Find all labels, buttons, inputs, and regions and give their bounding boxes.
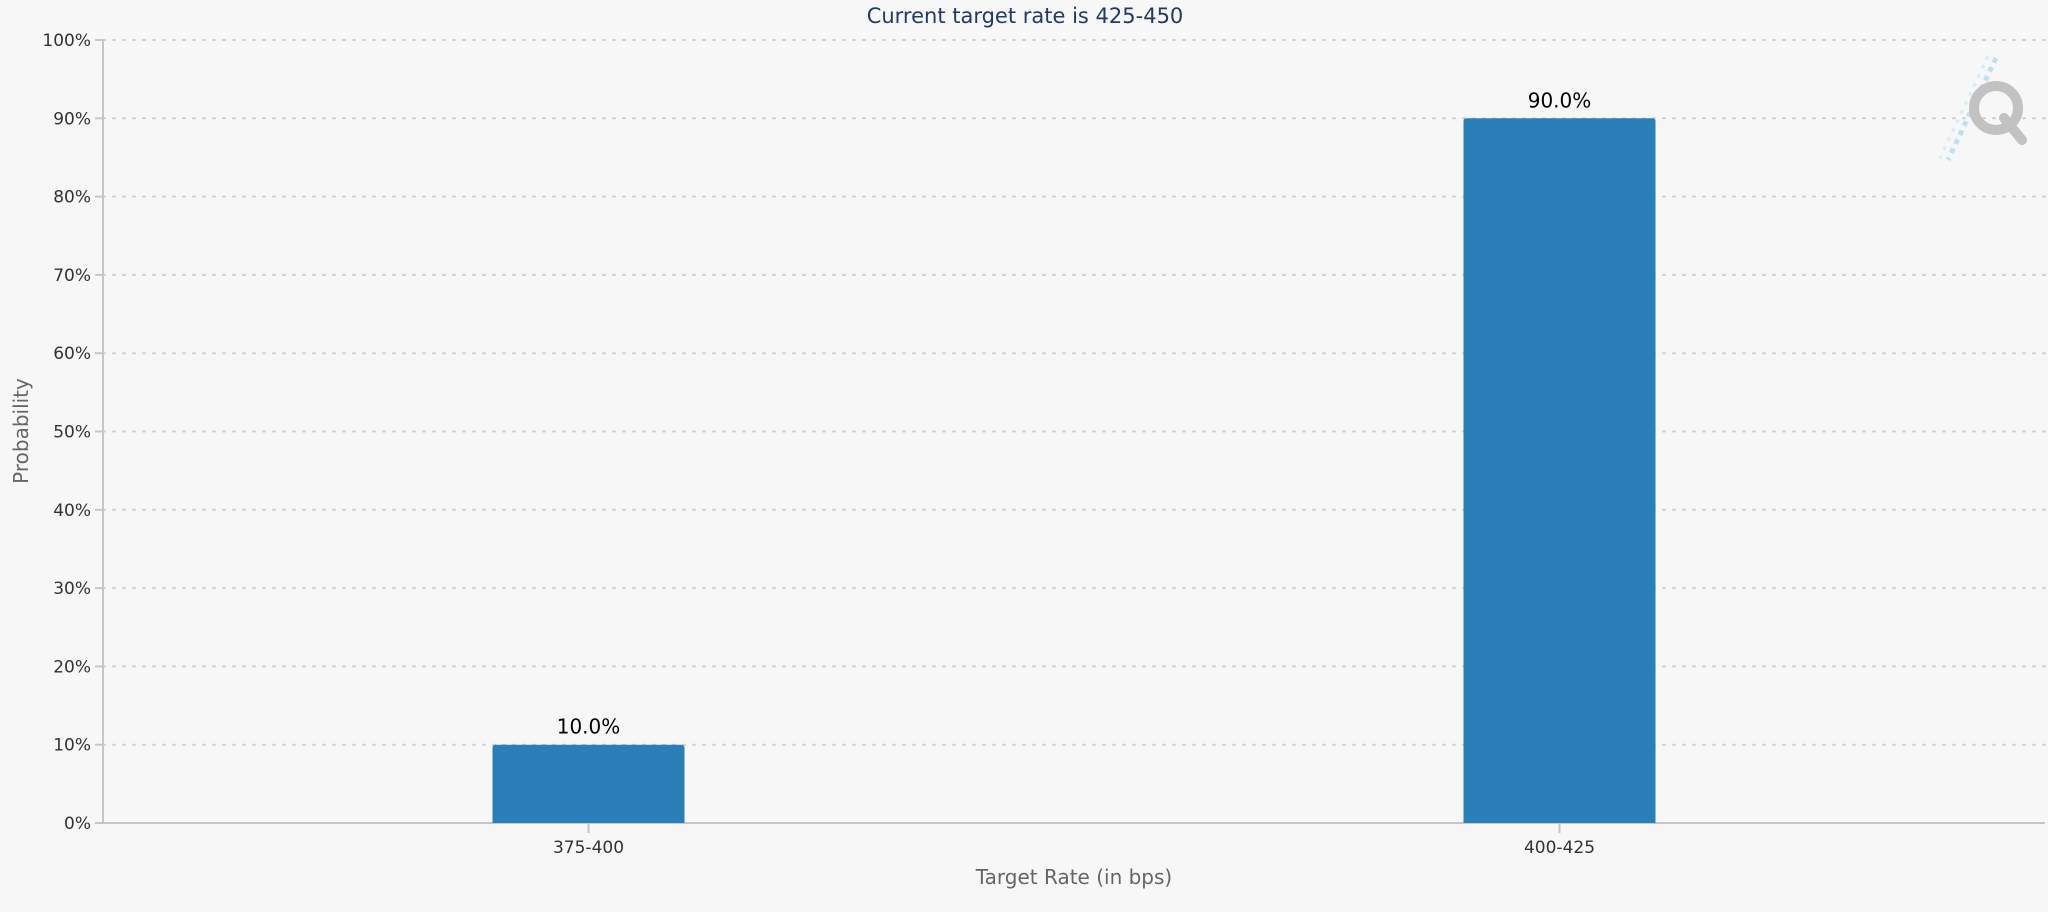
chart-title: Current target rate is 425-450 [867, 4, 1184, 28]
q-logo-icon [1938, 55, 2027, 162]
y-tick-label: 70% [53, 266, 91, 286]
gridlines [102, 39, 2046, 746]
y-axis-ticks: 0% 10% 20% 30% 40% 50% 60% 70% 80% 90% 100% [42, 31, 103, 834]
y-tick-label: 100% [42, 31, 91, 51]
y-tick-label: 60% [53, 344, 91, 364]
y-tick-label: 40% [53, 501, 91, 521]
bar[interactable] [492, 744, 685, 823]
data-labels: 10.0% 90.0% [557, 88, 1592, 738]
y-axis-title: Probability [9, 378, 33, 484]
bars [492, 118, 1656, 824]
y-tick-label: 90% [53, 109, 91, 129]
data-label: 10.0% [557, 715, 621, 739]
data-label: 90.0% [1528, 88, 1592, 112]
x-tick-label: 400-425 [1524, 838, 1595, 858]
y-tick-label: 50% [53, 423, 91, 443]
y-tick-label: 10% [53, 736, 91, 756]
x-tick-label: 375-400 [553, 838, 624, 858]
x-axis-title: Target Rate (in bps) [975, 865, 1172, 889]
y-tick-label: 80% [53, 188, 91, 208]
x-axis-ticks: 375-400 400-425 [553, 823, 1595, 858]
y-tick-label: 20% [53, 657, 91, 677]
y-tick-label: 0% [64, 814, 91, 834]
y-tick-label: 30% [53, 579, 91, 599]
bar[interactable] [1463, 118, 1656, 824]
